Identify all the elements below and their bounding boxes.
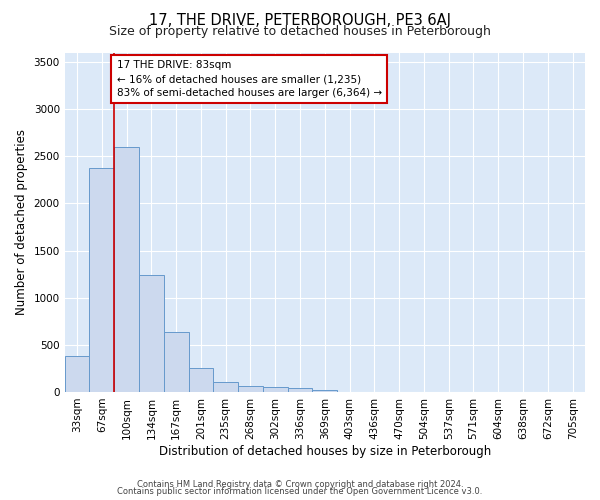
Text: Size of property relative to detached houses in Peterborough: Size of property relative to detached ho…: [109, 25, 491, 38]
Bar: [263, 387, 287, 392]
Bar: [114, 147, 139, 392]
Bar: [238, 386, 263, 392]
Bar: [65, 356, 89, 392]
Text: Contains HM Land Registry data © Crown copyright and database right 2024.: Contains HM Land Registry data © Crown c…: [137, 480, 463, 489]
Bar: [164, 332, 188, 392]
Bar: [287, 388, 313, 392]
Bar: [139, 275, 164, 392]
Text: Contains public sector information licensed under the Open Government Licence v3: Contains public sector information licen…: [118, 487, 482, 496]
Y-axis label: Number of detached properties: Number of detached properties: [15, 129, 28, 315]
Text: 17 THE DRIVE: 83sqm
← 16% of detached houses are smaller (1,235)
83% of semi-det: 17 THE DRIVE: 83sqm ← 16% of detached ho…: [117, 60, 382, 98]
Bar: [214, 382, 238, 392]
Bar: [313, 390, 337, 392]
Bar: [89, 168, 114, 392]
Bar: [188, 368, 214, 392]
X-axis label: Distribution of detached houses by size in Peterborough: Distribution of detached houses by size …: [159, 444, 491, 458]
Text: 17, THE DRIVE, PETERBOROUGH, PE3 6AJ: 17, THE DRIVE, PETERBOROUGH, PE3 6AJ: [149, 12, 451, 28]
